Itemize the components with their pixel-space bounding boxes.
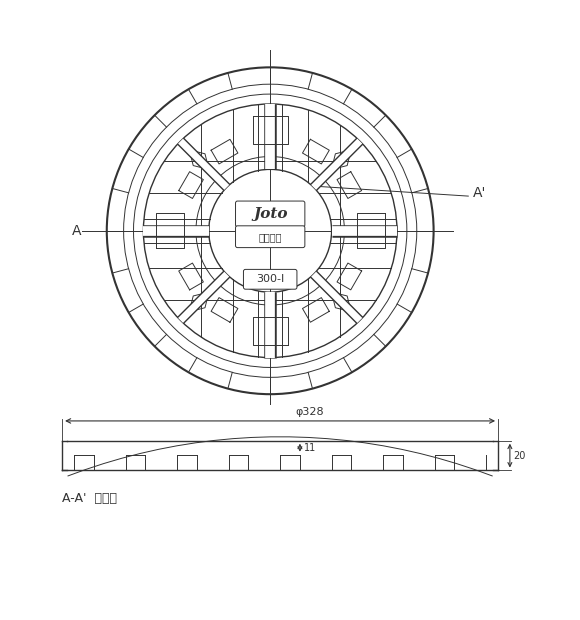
Text: Joto: Joto (253, 207, 288, 221)
FancyBboxPatch shape (235, 201, 305, 227)
Text: 300-I: 300-I (256, 274, 284, 285)
Text: A-A'  断面図: A-A' 断面図 (62, 492, 117, 505)
Text: A: A (72, 224, 82, 237)
Text: A': A' (473, 186, 487, 200)
FancyBboxPatch shape (235, 226, 305, 247)
Text: φ328: φ328 (295, 407, 324, 417)
Text: 重設禁止: 重設禁止 (259, 232, 282, 242)
FancyBboxPatch shape (244, 270, 297, 289)
Text: 11: 11 (304, 443, 316, 453)
Text: 20: 20 (513, 451, 525, 461)
